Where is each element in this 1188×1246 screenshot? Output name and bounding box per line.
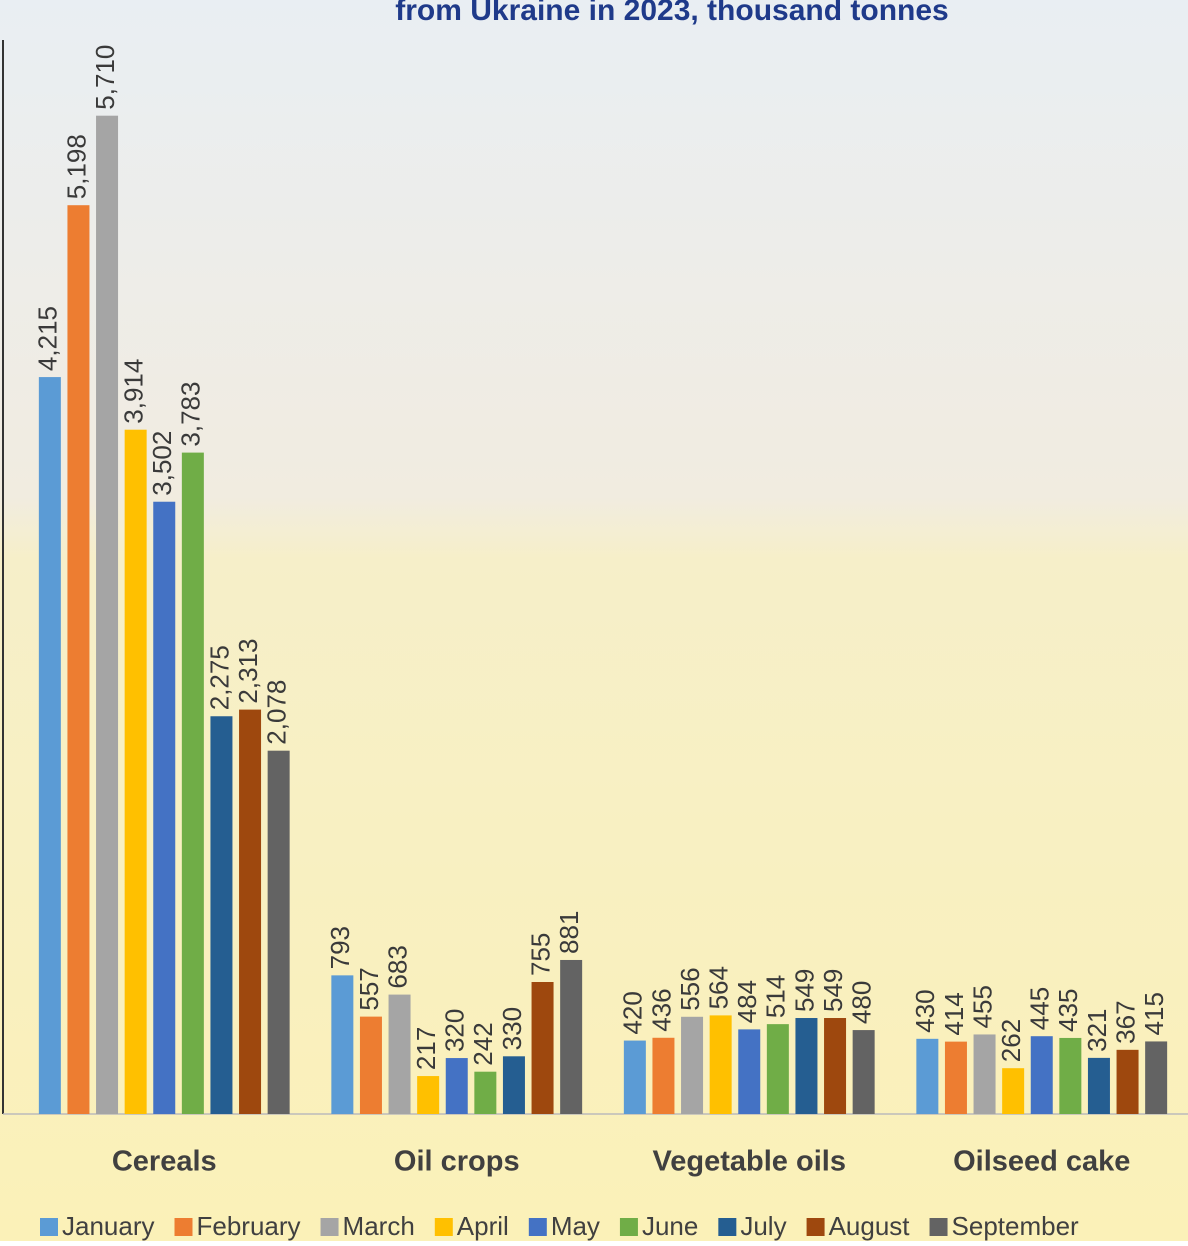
bar: [1145, 1041, 1168, 1114]
legend-swatch: [174, 1218, 193, 1236]
data-label: 321: [1082, 1008, 1112, 1051]
data-label: 5,198: [61, 134, 91, 199]
data-label: 2,313: [233, 639, 263, 704]
data-label: 755: [525, 933, 555, 976]
legend-label: July: [740, 1211, 786, 1241]
data-label: 435: [1053, 989, 1083, 1032]
data-label: 3,914: [119, 359, 149, 424]
bar: [852, 1030, 875, 1114]
chart-title: from Ukraine in 2023, thousand tonnes: [395, 0, 948, 27]
data-label: 420: [618, 991, 648, 1034]
data-label: 4,215: [33, 306, 63, 371]
bar: [96, 115, 119, 1114]
data-label: 793: [325, 926, 355, 969]
bar: [738, 1029, 761, 1114]
data-label: 242: [468, 1022, 498, 1065]
bar: [1030, 1036, 1053, 1114]
data-label: 367: [1110, 1000, 1140, 1043]
legend-swatch: [320, 1218, 339, 1236]
bar: [474, 1071, 497, 1114]
bar: [181, 452, 204, 1114]
data-label: 549: [818, 969, 848, 1012]
legend-swatch: [434, 1218, 453, 1236]
bar: [359, 1016, 382, 1114]
bar: [239, 709, 262, 1114]
data-label: 436: [646, 988, 676, 1031]
data-label: 320: [440, 1009, 470, 1052]
legend-swatch: [619, 1218, 638, 1236]
bar: [388, 994, 411, 1114]
bar: [1002, 1068, 1025, 1114]
bar: [560, 959, 583, 1114]
x-tick-label: Oilseed cake: [953, 1146, 1130, 1178]
data-label: 415: [1139, 992, 1169, 1035]
legend-label: May: [551, 1211, 600, 1241]
bar: [1116, 1049, 1139, 1114]
bar: [1087, 1057, 1110, 1114]
x-tick-label: Oil crops: [394, 1146, 520, 1178]
x-tick-label: Cereals: [112, 1146, 217, 1178]
data-label: 445: [1025, 987, 1055, 1030]
x-tick-label: Vegetable oils: [653, 1146, 846, 1178]
legend-swatch: [528, 1218, 547, 1236]
bar: [210, 716, 233, 1114]
bar: [824, 1018, 847, 1114]
data-label: 2,078: [262, 680, 292, 745]
data-label: 514: [761, 975, 791, 1018]
legend-label: April: [457, 1211, 509, 1241]
bar: [623, 1040, 646, 1114]
data-label: 564: [704, 966, 734, 1009]
legend-swatch: [929, 1218, 948, 1236]
legend-label: March: [343, 1211, 415, 1241]
bar: [38, 377, 61, 1114]
data-label: 2,275: [204, 645, 234, 710]
data-label: 549: [789, 969, 819, 1012]
data-label: 5,710: [90, 45, 120, 110]
legend-swatch: [40, 1218, 58, 1236]
data-label: 330: [497, 1007, 527, 1050]
bar: [681, 1016, 704, 1114]
legend-label: January: [62, 1211, 155, 1241]
bar: [445, 1058, 468, 1114]
legend-swatch: [806, 1218, 825, 1236]
bar: [124, 429, 147, 1114]
legend-swatch: [718, 1218, 737, 1236]
data-label: 484: [732, 980, 762, 1023]
bar: [652, 1037, 675, 1114]
data-label: 430: [910, 989, 940, 1032]
bar: [417, 1076, 440, 1114]
bar: [531, 982, 554, 1114]
data-label: 557: [354, 967, 384, 1010]
data-label: 480: [847, 981, 877, 1024]
bar: [973, 1034, 996, 1114]
bar: [267, 750, 290, 1114]
legend-label: February: [197, 1211, 301, 1241]
data-label: 455: [967, 985, 997, 1028]
data-label: 881: [554, 911, 584, 954]
data-label: 683: [382, 945, 412, 988]
legend-label: June: [642, 1211, 698, 1241]
data-label: 3,502: [147, 431, 177, 496]
data-label: 556: [675, 967, 705, 1010]
bar: [709, 1015, 732, 1114]
bar: [795, 1018, 818, 1114]
bar: [331, 975, 354, 1114]
data-label: 414: [939, 992, 969, 1035]
data-label: 217: [411, 1027, 441, 1070]
legend-label: August: [829, 1211, 911, 1241]
bar: [916, 1038, 939, 1114]
bar: [153, 501, 176, 1114]
data-label: 262: [996, 1019, 1026, 1062]
bar: [766, 1024, 789, 1114]
bar: [67, 205, 90, 1115]
data-label: 3,783: [176, 382, 206, 447]
bar: [1059, 1037, 1082, 1114]
bar: [502, 1056, 525, 1114]
legend-label: September: [952, 1211, 1080, 1241]
bar: [944, 1041, 967, 1114]
